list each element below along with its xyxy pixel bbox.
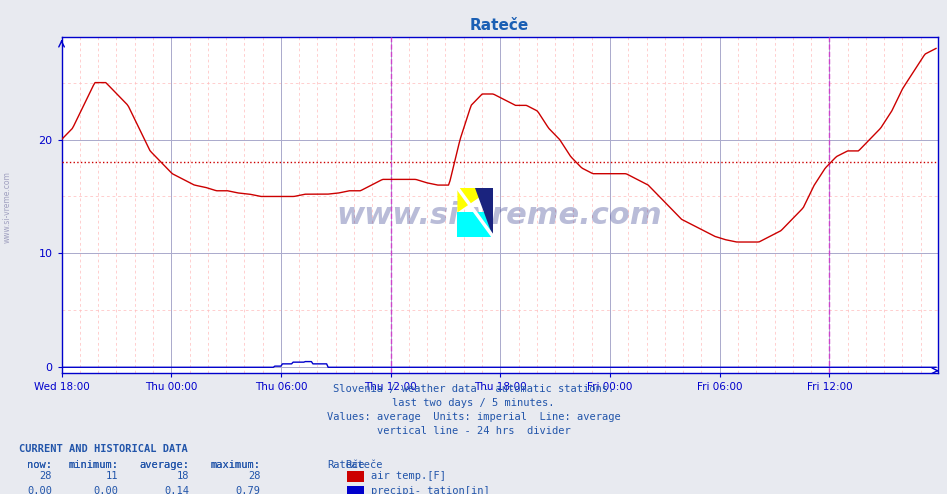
Text: now:: now: — [27, 460, 52, 470]
Text: www.si-vreme.com: www.si-vreme.com — [3, 171, 12, 244]
Polygon shape — [457, 212, 493, 237]
Text: air temp.[F]: air temp.[F] — [371, 471, 446, 481]
Text: minimum:: minimum: — [68, 460, 118, 470]
Text: Values: average  Units: imperial  Line: average: Values: average Units: imperial Line: av… — [327, 412, 620, 422]
Text: 18: 18 — [177, 471, 189, 481]
Text: 0.14: 0.14 — [165, 486, 189, 494]
Text: Slovenia / weather data - automatic stations.: Slovenia / weather data - automatic stat… — [333, 384, 614, 394]
Text: 0.00: 0.00 — [27, 486, 52, 494]
Text: www.si-vreme.com: www.si-vreme.com — [337, 201, 662, 230]
Text: 0.00: 0.00 — [94, 486, 118, 494]
Text: average:: average: — [139, 460, 189, 470]
Text: Rateče: Rateče — [346, 460, 384, 470]
Text: now:: now: — [27, 460, 52, 470]
Text: CURRENT AND HISTORICAL DATA: CURRENT AND HISTORICAL DATA — [19, 444, 188, 454]
Text: minimum:: minimum: — [68, 460, 118, 470]
Text: Rateče: Rateče — [327, 460, 365, 470]
Text: maximum:: maximum: — [210, 460, 260, 470]
Text: vertical line - 24 hrs  divider: vertical line - 24 hrs divider — [377, 426, 570, 436]
Text: 0.79: 0.79 — [236, 486, 260, 494]
Text: last two days / 5 minutes.: last two days / 5 minutes. — [392, 398, 555, 408]
Text: 11: 11 — [106, 471, 118, 481]
Text: maximum:: maximum: — [210, 460, 260, 470]
Text: average:: average: — [139, 460, 189, 470]
Text: 28: 28 — [248, 471, 260, 481]
Text: precipi- tation[in]: precipi- tation[in] — [371, 486, 490, 494]
Title: Rateče: Rateče — [470, 18, 529, 33]
Text: 28: 28 — [40, 471, 52, 481]
Polygon shape — [475, 188, 493, 237]
Polygon shape — [457, 188, 493, 212]
